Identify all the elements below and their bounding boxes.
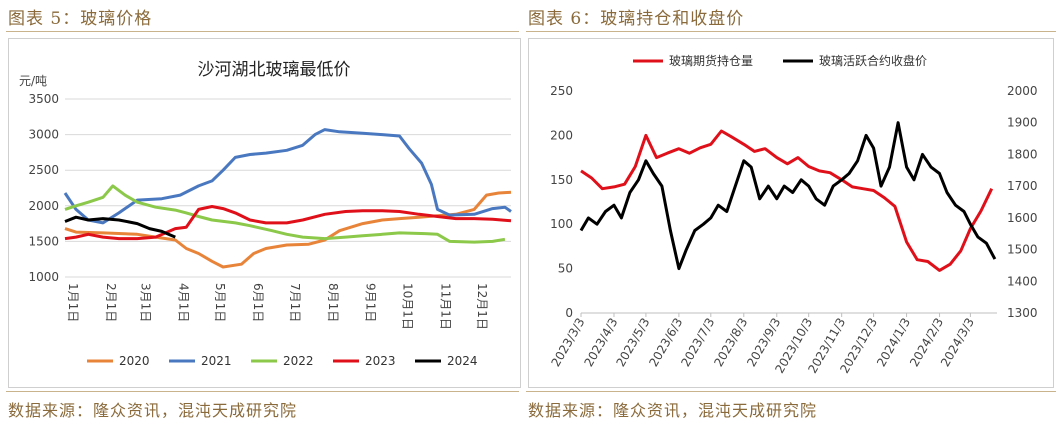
- figure-6-source: 数据来源：隆众资讯，混沌天成研究院: [528, 401, 818, 420]
- figure-5-top-rule: [6, 31, 519, 32]
- x-tick-label: 9月1日: [364, 283, 378, 322]
- figure-5-label: 图表 5：玻璃价格: [8, 9, 153, 29]
- y-left-tick-label: 250: [550, 84, 573, 98]
- figure-5-source: 数据来源：隆众资讯，混沌天成研究院: [8, 401, 298, 420]
- y-right-tick-label: 1800: [1007, 147, 1038, 161]
- y-tick-label: 3000: [28, 128, 59, 142]
- legend-label-2023: 2023: [365, 354, 396, 368]
- legend-label-2021: 2021: [201, 354, 232, 368]
- legend-label-open-interest: 玻璃期货持仓量: [669, 53, 753, 68]
- y-right-tick-label: 1300: [1007, 306, 1038, 320]
- series-line-open-interest: [580, 129, 994, 272]
- x-tick-label: 8月1日: [326, 283, 340, 322]
- y-right-tick-label: 2000: [1007, 84, 1038, 98]
- y-tick-label: 2500: [28, 163, 59, 177]
- y-right-tick-label: 1500: [1007, 243, 1038, 257]
- x-tick-label: 4月1日: [176, 283, 190, 322]
- y-right-tick-label: 1400: [1007, 274, 1038, 288]
- legend-label-2020: 2020: [119, 354, 150, 368]
- figure-5-bottom-rule: [6, 391, 519, 392]
- series-line-2023: [64, 205, 512, 241]
- chart-title: 沙河湖北玻璃最低价: [198, 60, 351, 80]
- legend-label-2024: 2024: [447, 354, 478, 368]
- x-tick-label: 6月1日: [251, 283, 265, 322]
- x-tick-label: 1月1日: [66, 283, 80, 322]
- figure-5-panel: 沙河湖北玻璃最低价元/吨 1000 1500 2000 2500 3000 3500 1月1日…: [8, 38, 521, 388]
- figure-6-bottom-rule: [526, 391, 1056, 392]
- y-tick-label: 2000: [28, 199, 59, 213]
- x-tick-label: 2月1日: [104, 283, 118, 322]
- y-tick-label: 1000: [28, 270, 59, 284]
- series-line-2022: [64, 184, 506, 244]
- y-left-tick-label: 100: [550, 217, 573, 231]
- y-left-tick-label: 50: [558, 262, 573, 276]
- series-line-close-price: [579, 121, 997, 271]
- legend-label-2022: 2022: [283, 354, 314, 368]
- y-left-tick-label: 150: [550, 173, 573, 187]
- y-axis-unit: 元/吨: [19, 74, 47, 88]
- legend-label-close-price: 玻璃活跃合约收盘价: [819, 53, 927, 68]
- figure-6-top-rule: [526, 31, 1056, 32]
- y-tick-label: 1500: [28, 234, 59, 248]
- x-tick-label: 5月1日: [213, 283, 227, 322]
- x-tick-label: 10月1日: [401, 283, 415, 330]
- y-tick-label: 3500: [28, 92, 59, 106]
- y-right-tick-label: 1700: [1007, 179, 1038, 193]
- figure-6-panel: 0 50 100 150 200 250 1300 1400 1500 1600 1700 1800 1…: [528, 38, 1054, 388]
- figure-6-label: 图表 6：玻璃持仓和收盘价: [528, 9, 745, 29]
- series-line-2021: [63, 128, 512, 225]
- x-tick-label: 11月1日: [438, 283, 452, 330]
- y-right-tick-label: 1900: [1007, 116, 1038, 130]
- series-line-2024: [64, 215, 176, 239]
- x-tick-label: 3月1日: [138, 283, 152, 322]
- y-right-tick-label: 1600: [1007, 211, 1038, 225]
- x-tick-label: 12月1日: [475, 283, 489, 330]
- y-left-tick-label: 0: [565, 306, 573, 320]
- x-tick-label: 7月1日: [288, 283, 302, 322]
- glass-oi-close-chart: 0 50 100 150 200 250 1300 1400 1500 1600 1700 1800 1…: [549, 53, 1038, 376]
- y-left-tick-label: 200: [550, 128, 573, 142]
